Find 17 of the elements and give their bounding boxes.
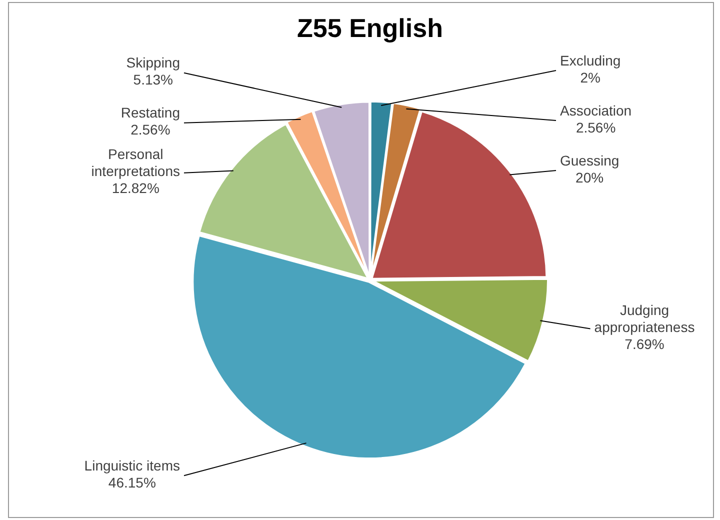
slice-label: Personal interpretations xyxy=(91,146,180,180)
data-label: 12.82% xyxy=(112,180,160,196)
data-label: 2% xyxy=(580,69,600,86)
chart-title: Z55 English xyxy=(297,12,443,43)
slice-label: Association xyxy=(560,102,632,118)
slice-label: Judging appropriateness xyxy=(594,302,695,336)
data-label: 20% xyxy=(576,169,604,186)
data-label: 46.15% xyxy=(108,474,156,491)
data-label: 2.56% xyxy=(130,122,170,138)
slice-label: Excluding xyxy=(560,52,621,68)
slice-label: Linguistic items xyxy=(84,458,180,474)
data-label: 7.69% xyxy=(624,336,664,352)
slice-label: Restating xyxy=(120,104,180,121)
slice-label: Guessing xyxy=(560,152,620,168)
data-label: 2.56% xyxy=(576,119,616,136)
slice-label: Skipping xyxy=(126,54,180,71)
data-label: 5.13% xyxy=(133,72,173,88)
